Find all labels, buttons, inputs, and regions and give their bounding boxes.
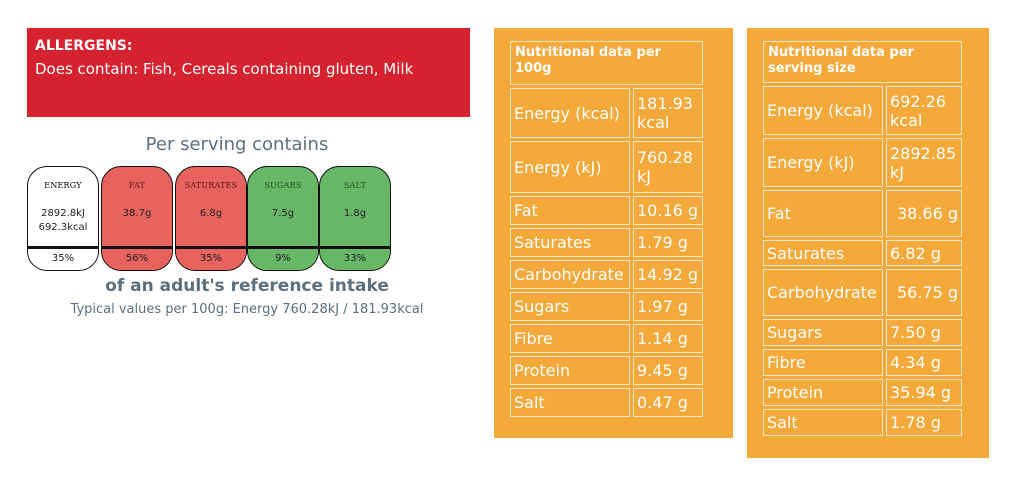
table-row: Fat 38.66 g	[763, 190, 962, 237]
traffic-light-value-kj: 2892.8kJ	[41, 208, 85, 219]
typical-values-text: Typical values per 100g: Energy 760.28kJ…	[70, 302, 424, 317]
nutrient-name: Energy (kJ)	[763, 138, 883, 187]
traffic-light-percent: 35%	[176, 246, 246, 270]
nutrient-value: 1.78 g	[886, 409, 962, 436]
traffic-light-value-kcal: 692.3kcal	[38, 222, 88, 233]
traffic-light-saturates: SATURATES 6.8g 35%	[175, 166, 247, 271]
nutrient-value: 14.92 g	[633, 260, 703, 289]
table-row: Energy (kcal) 181.93 kcal	[510, 88, 703, 138]
traffic-light-percent: 35%	[28, 246, 98, 270]
nutrient-value: 1.14 g	[633, 324, 703, 353]
traffic-light-label-text: SUGARS	[264, 181, 302, 190]
nutrient-name: Energy (kcal)	[763, 86, 883, 135]
nutrient-value: 0.47 g	[633, 388, 703, 417]
nutrient-name: Fibre	[763, 349, 883, 376]
table-row: Fibre 1.14 g	[510, 324, 703, 353]
nutrient-name: Salt	[510, 388, 630, 417]
table-row: Fibre 4.34 g	[763, 349, 962, 376]
nutrient-value: 7.50 g	[886, 319, 962, 346]
nutrient-name: Protein	[763, 379, 883, 406]
nutrient-value: 6.82 g	[886, 240, 962, 266]
traffic-light-fat: FAT 38.7g 56%	[101, 166, 173, 271]
nutrient-value: 181.93 kcal	[633, 88, 703, 138]
traffic-light-label-text: SALT	[343, 181, 367, 190]
nutrient-name: Carbohydrate	[763, 269, 883, 316]
nutrition-table-per-100g: Nutritional data per 100g Energy (kcal) …	[507, 38, 706, 420]
nutrient-name: Energy (kJ)	[510, 141, 630, 193]
nutrition-panel-per-serving: Nutritional data per serving size Energy…	[747, 28, 989, 458]
table-heading: Nutritional data per serving size	[763, 41, 962, 83]
traffic-light-value: 2892.8kJ 692.3kcal	[28, 207, 98, 235]
table-row: Protein 35.94 g	[763, 379, 962, 406]
nutrient-name: Energy (kcal)	[510, 88, 630, 138]
table-row: Fat 10.16 g	[510, 196, 703, 225]
nutrient-value: 35.94 g	[886, 379, 962, 406]
nutrient-name: Saturates	[763, 240, 883, 266]
table-row: Saturates 6.82 g	[763, 240, 962, 266]
traffic-light-label-text: FAT	[128, 181, 146, 190]
table-header-row: Nutritional data per 100g	[510, 41, 703, 85]
table-row: Salt 1.78 g	[763, 409, 962, 436]
nutrient-name: Fat	[763, 190, 883, 237]
nutrient-value: 1.79 g	[633, 228, 703, 257]
table-row: Sugars 1.97 g	[510, 292, 703, 321]
allergens-title: ALLERGENS:	[35, 38, 133, 54]
nutrient-value: 38.66 g	[886, 190, 962, 237]
table-row: Protein 9.45 g	[510, 356, 703, 385]
table-row: Saturates 1.79 g	[510, 228, 703, 257]
table-row: Energy (kJ) 760.28 kJ	[510, 141, 703, 193]
traffic-light-percent: 33%	[320, 246, 390, 270]
nutrient-value: 10.16 g	[633, 196, 703, 225]
traffic-light-value: 7.5g	[271, 208, 295, 219]
table-row: Sugars 7.50 g	[763, 319, 962, 346]
nutrient-name: Fibre	[510, 324, 630, 353]
table-row: Salt 0.47 g	[510, 388, 703, 417]
nutrition-table-per-serving: Nutritional data per serving size Energy…	[760, 38, 965, 439]
table-row: Carbohydrate 14.92 g	[510, 260, 703, 289]
nutrient-name: Salt	[763, 409, 883, 436]
traffic-light-label: ENERGY 2892.8kJ 692.3kcal 35% FAT 38.7g …	[27, 166, 395, 271]
nutrient-name: Sugars	[510, 292, 630, 321]
nutrient-value: 4.34 g	[886, 349, 962, 376]
nutrient-name: Protein	[510, 356, 630, 385]
nutrient-name: Sugars	[763, 319, 883, 346]
traffic-light-value: 6.8g	[199, 208, 223, 219]
nutrient-value: 692.26 kcal	[886, 86, 962, 135]
nutrient-value: 1.97 g	[633, 292, 703, 321]
traffic-light-label-text: SATURATES	[184, 181, 238, 190]
table-header-row: Nutritional data per serving size	[763, 41, 962, 83]
table-heading: Nutritional data per 100g	[510, 41, 703, 85]
traffic-light-value: 38.7g	[122, 208, 152, 219]
reference-intake-text: of an adult's reference intake	[105, 276, 389, 296]
traffic-light-percent: 56%	[102, 246, 172, 270]
nutrient-name: Fat	[510, 196, 630, 225]
nutrient-value: 9.45 g	[633, 356, 703, 385]
table-row: Energy (kcal) 692.26 kcal	[763, 86, 962, 135]
per-serving-heading: Per serving contains	[145, 134, 329, 155]
nutrition-panel-per-100g: Nutritional data per 100g Energy (kcal) …	[494, 28, 733, 438]
nutrient-name: Carbohydrate	[510, 260, 630, 289]
traffic-light-percent: 9%	[248, 246, 318, 270]
allergens-banner: ALLERGENS: Does contain: Fish, Cereals c…	[27, 28, 470, 117]
table-row: Energy (kJ) 2892.85 kJ	[763, 138, 962, 187]
traffic-light-value: 1.8g	[343, 208, 367, 219]
nutrient-name: Saturates	[510, 228, 630, 257]
traffic-light-label-text: ENERGY	[44, 181, 82, 190]
nutrient-value: 760.28 kJ	[633, 141, 703, 193]
traffic-light-salt: SALT 1.8g 33%	[319, 166, 391, 271]
allergens-text: Does contain: Fish, Cereals containing g…	[35, 60, 414, 78]
table-row: Carbohydrate 56.75 g	[763, 269, 962, 316]
traffic-light-sugars: SUGARS 7.5g 9%	[247, 166, 319, 271]
nutrient-value: 2892.85 kJ	[886, 138, 962, 187]
nutrient-value: 56.75 g	[886, 269, 962, 316]
traffic-light-energy: ENERGY 2892.8kJ 692.3kcal 35%	[27, 166, 99, 271]
